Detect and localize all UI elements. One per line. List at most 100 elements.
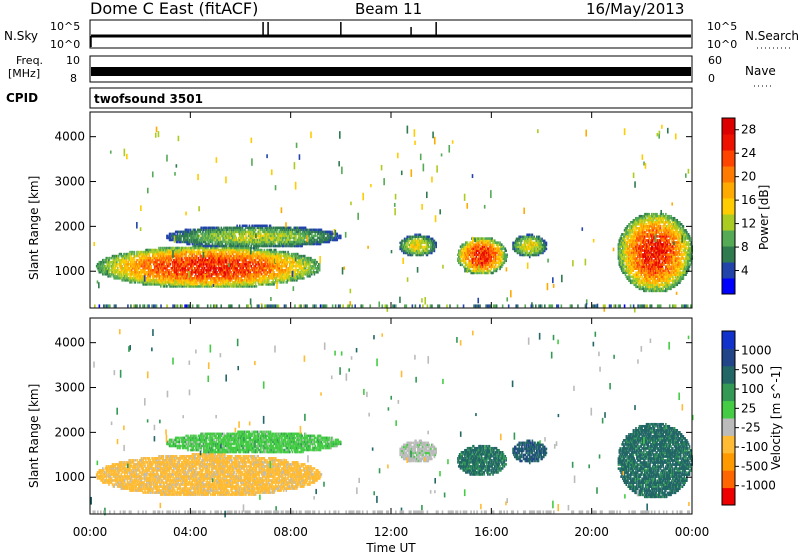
echo-cell xyxy=(176,279,179,282)
echo-cell xyxy=(217,254,220,258)
echo-cell xyxy=(207,268,209,272)
echo-cell xyxy=(245,275,247,278)
echo-cell xyxy=(233,266,236,270)
echo-cell xyxy=(161,260,164,264)
echo-cell xyxy=(137,250,139,254)
echo-cell xyxy=(111,266,114,270)
echo-cell xyxy=(217,256,220,260)
echo-cell xyxy=(121,256,123,260)
echo-cell xyxy=(218,262,221,266)
echo-cell xyxy=(168,273,171,276)
echo-cell xyxy=(211,258,214,262)
echo-cell xyxy=(160,273,163,276)
echo-cell xyxy=(116,275,119,278)
echo-cell xyxy=(127,260,130,264)
echo-cell xyxy=(221,285,224,288)
echo-cell xyxy=(165,260,167,264)
echo-cell xyxy=(140,252,143,256)
echo-cell xyxy=(208,244,210,248)
echo-cell xyxy=(133,264,136,268)
echo-cell xyxy=(198,250,201,254)
echo-cell xyxy=(203,250,206,254)
echo-cell xyxy=(165,268,167,272)
echo-cell xyxy=(118,252,121,256)
echo-cell xyxy=(213,279,216,282)
echo-cell xyxy=(236,248,238,252)
echo-cell xyxy=(145,270,148,274)
echo-cell xyxy=(120,254,123,258)
echo-cell xyxy=(178,273,181,276)
echo-cell xyxy=(199,283,202,286)
echo-cell xyxy=(166,258,168,262)
echo-cell xyxy=(214,256,217,260)
echo-cell xyxy=(212,248,215,252)
echo-cell xyxy=(199,279,202,282)
echo-cell xyxy=(167,283,170,286)
echo-cell xyxy=(140,277,143,280)
echo-cell xyxy=(195,264,198,268)
echo-cell xyxy=(182,248,185,252)
echo-cell xyxy=(201,250,203,254)
echo-cell xyxy=(217,275,220,278)
echo-cell xyxy=(224,281,226,284)
echo-cell xyxy=(229,248,231,252)
echo-cell xyxy=(116,277,118,280)
echo-cell xyxy=(185,258,188,262)
echo-cell xyxy=(160,281,163,284)
echo-cell xyxy=(195,270,197,274)
echo-cell xyxy=(476,253,479,257)
echo-cell xyxy=(141,260,144,264)
echo-cell xyxy=(216,252,218,256)
echo-cell xyxy=(198,244,201,248)
echo-cell xyxy=(113,268,116,272)
echo-cell xyxy=(198,262,201,266)
echo-cell xyxy=(211,285,214,288)
echo-cell xyxy=(236,256,238,260)
echo-cell xyxy=(131,279,134,282)
echo-cell xyxy=(212,279,215,282)
echo-cell xyxy=(204,279,207,282)
echo-cell xyxy=(105,268,108,272)
echo-cell xyxy=(204,250,207,254)
echo-cell xyxy=(123,258,125,262)
echo-cell xyxy=(158,262,160,266)
echo-cell xyxy=(100,262,102,266)
echo-cell xyxy=(177,258,180,262)
echo-cell xyxy=(222,250,224,254)
echo-cell xyxy=(145,279,148,282)
echo-cell xyxy=(239,268,242,272)
echo-cell xyxy=(149,279,152,282)
echo-cell xyxy=(134,266,137,270)
echo-cell xyxy=(134,273,137,276)
echo-cell xyxy=(174,262,176,266)
echo-cell xyxy=(222,260,224,264)
echo-cell xyxy=(183,248,186,252)
echo-cell xyxy=(215,262,217,266)
echo-cell xyxy=(181,246,184,250)
echo-cell xyxy=(220,248,223,252)
echo-cell xyxy=(224,277,227,280)
echo-cell xyxy=(105,273,108,276)
echo-cell xyxy=(226,226,229,230)
echo-cell xyxy=(192,270,195,274)
echo-cell xyxy=(98,260,101,264)
echo-cell xyxy=(211,244,214,248)
echo-cell xyxy=(123,266,126,270)
echo-cell xyxy=(209,285,211,288)
echo-cell xyxy=(172,275,174,278)
echo-cell xyxy=(231,260,234,264)
echo-cell xyxy=(159,283,161,286)
echo-cell xyxy=(116,262,119,266)
echo-cell xyxy=(101,260,103,264)
echo-cell xyxy=(174,266,176,270)
echo-cell xyxy=(225,258,228,262)
echo-cell xyxy=(145,283,147,286)
echo-cell xyxy=(160,264,163,268)
echo-cell xyxy=(177,250,180,254)
echo-cell xyxy=(208,285,210,288)
echo-cell xyxy=(213,266,216,270)
echo-cell xyxy=(122,273,124,276)
echo-cell xyxy=(139,264,142,268)
echo-cell xyxy=(114,262,116,266)
echo-cell xyxy=(260,248,263,252)
